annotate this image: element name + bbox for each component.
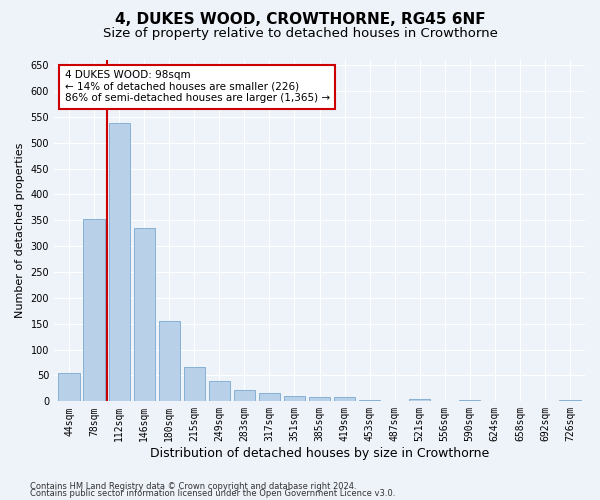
Text: 4 DUKES WOOD: 98sqm
← 14% of detached houses are smaller (226)
86% of semi-detac: 4 DUKES WOOD: 98sqm ← 14% of detached ho… (65, 70, 330, 103)
Bar (184, 366, 205, 402)
Bar (284, 396, 305, 402)
Bar (109, 123, 130, 402)
Bar (83, 219, 105, 402)
Bar (459, 400, 481, 402)
Text: Contains HM Land Registry data © Crown copyright and database right 2024.: Contains HM Land Registry data © Crown c… (30, 482, 356, 491)
Bar (158, 321, 180, 402)
Bar (409, 400, 430, 402)
Bar (359, 400, 380, 402)
Bar (58, 373, 80, 402)
Text: Size of property relative to detached houses in Crowthorne: Size of property relative to detached ho… (103, 28, 497, 40)
Bar (334, 397, 355, 402)
Bar (234, 390, 255, 402)
X-axis label: Distribution of detached houses by size in Crowthorne: Distribution of detached houses by size … (150, 447, 489, 460)
Text: 4, DUKES WOOD, CROWTHORNE, RG45 6NF: 4, DUKES WOOD, CROWTHORNE, RG45 6NF (115, 12, 485, 28)
Y-axis label: Number of detached properties: Number of detached properties (15, 143, 25, 318)
Bar (559, 400, 581, 402)
Bar (309, 397, 330, 402)
Bar (209, 380, 230, 402)
Text: Contains public sector information licensed under the Open Government Licence v3: Contains public sector information licen… (30, 490, 395, 498)
Bar (134, 228, 155, 402)
Bar (259, 392, 280, 402)
